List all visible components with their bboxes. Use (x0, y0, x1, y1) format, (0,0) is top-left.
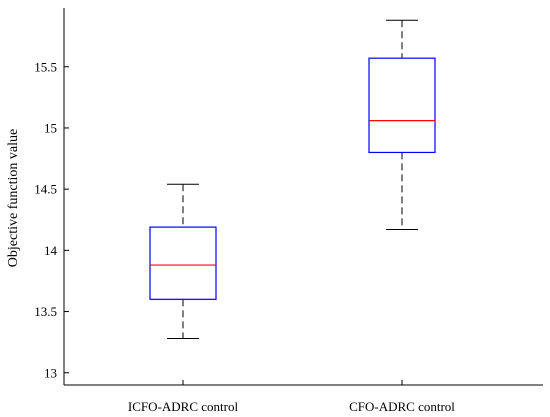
boxes-layer (149, 19, 436, 339)
y-tick-label: 15.5 (34, 59, 57, 74)
box-group (368, 19, 436, 231)
plot-area (63, 8, 543, 386)
y-axis-title: Objective function value (6, 129, 21, 267)
iqr-box (368, 57, 436, 154)
iqr-box (149, 226, 217, 300)
y-tick-label: 15 (44, 120, 57, 135)
y-tick-label: 13.5 (34, 304, 57, 319)
y-tick-label: 14.5 (34, 182, 57, 197)
x-axis: ICFO-ADRC control CFO-ADRC control (128, 380, 455, 414)
x-tick-label: ICFO-ADRC control (128, 399, 239, 414)
y-tick-label: 13 (44, 365, 57, 380)
y-axis: 13 13.5 14 14.5 15 15.5 (34, 59, 69, 380)
y-tick-label: 14 (44, 243, 58, 258)
box-group (149, 183, 217, 339)
x-tick-label: CFO-ADRC control (349, 399, 455, 414)
